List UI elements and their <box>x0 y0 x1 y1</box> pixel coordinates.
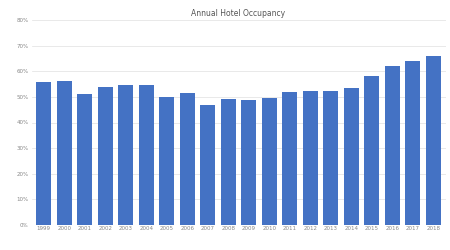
Bar <box>343 88 359 225</box>
Title: Annual Hotel Occupancy: Annual Hotel Occupancy <box>191 9 286 18</box>
Bar <box>36 82 51 225</box>
Bar <box>118 85 134 225</box>
Bar <box>385 66 400 225</box>
Bar <box>200 104 216 225</box>
Bar <box>241 100 256 225</box>
Bar <box>57 81 72 225</box>
Bar <box>139 84 154 225</box>
Bar <box>180 93 195 225</box>
Bar <box>405 61 420 225</box>
Bar <box>220 100 236 225</box>
Bar <box>98 87 113 225</box>
Bar <box>426 56 441 225</box>
Bar <box>364 76 379 225</box>
Bar <box>302 91 318 225</box>
Bar <box>282 92 297 225</box>
Bar <box>261 98 277 225</box>
Bar <box>77 94 92 225</box>
Bar <box>323 91 338 225</box>
Bar <box>159 97 175 225</box>
